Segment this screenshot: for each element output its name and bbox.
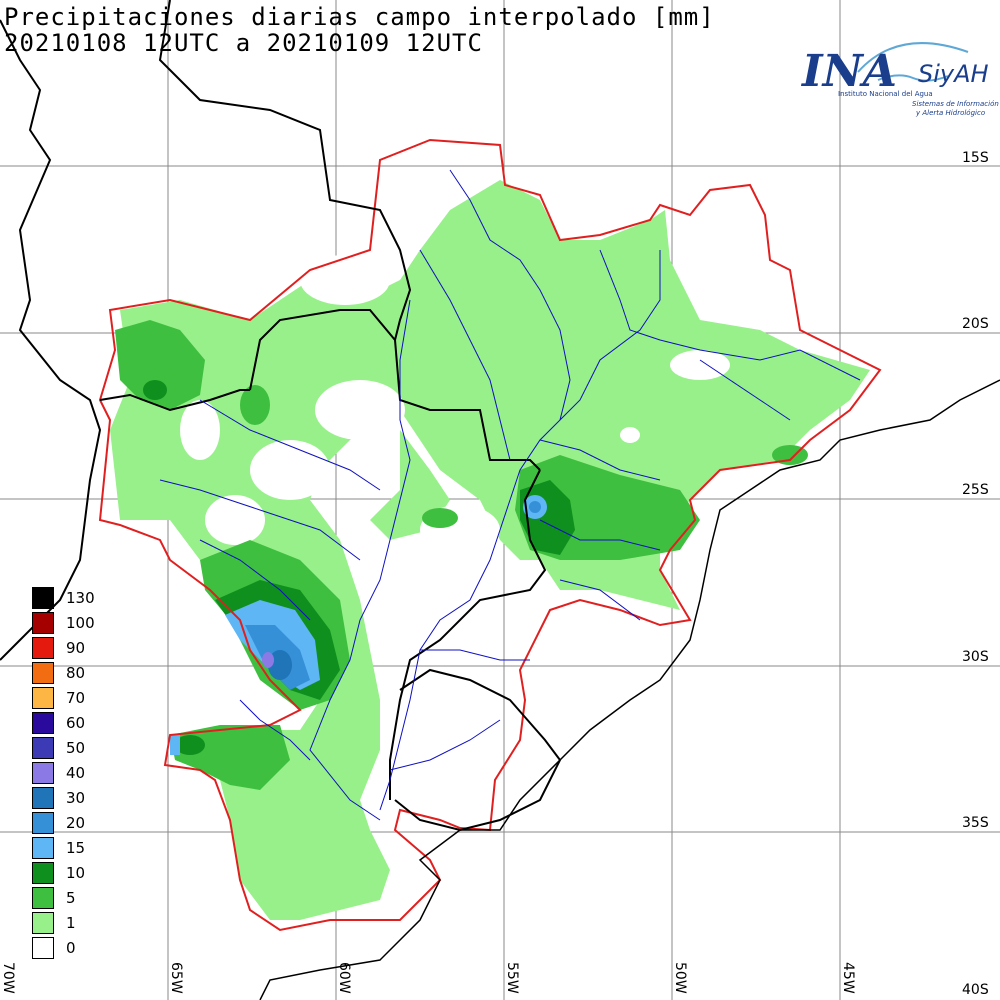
lat-label-35s: 35S	[962, 815, 989, 831]
legend-swatch	[32, 837, 54, 859]
lon-label-60w: 60W	[336, 962, 352, 994]
lon-label-70w: 70W	[0, 962, 16, 994]
precip-1mm-field	[110, 180, 870, 920]
logo-subtitle: Instituto Nacional del Agua	[838, 90, 933, 98]
legend-label: 80	[66, 664, 86, 682]
legend-item: 1	[32, 912, 152, 935]
legend-item: 60	[32, 712, 152, 735]
legend-item: 5	[32, 887, 152, 910]
legend-swatch	[32, 712, 54, 734]
lat-label-30s: 30S	[962, 649, 989, 665]
map-period: 20210108 12UTC a 20210109 12UTC	[4, 29, 483, 57]
legend-swatch	[32, 812, 54, 834]
legend-label: 130	[66, 589, 95, 607]
legend-swatch	[32, 737, 54, 759]
legend-label: 15	[66, 839, 86, 857]
logo-subtitle-2: Sistemas de Información	[912, 100, 999, 108]
legend-label: 60	[66, 714, 86, 732]
basin-outline	[98, 138, 882, 932]
ina-siyah-logo: INA SiyAH Instituto Nacional del Agua Si…	[798, 32, 999, 128]
legend-item: 20	[32, 812, 152, 835]
country-borders	[0, 0, 562, 832]
legend-item: 100	[32, 612, 152, 635]
legend-label: 70	[66, 689, 86, 707]
legend-item: 130	[32, 587, 152, 610]
lon-label-55w: 55W	[504, 962, 520, 994]
legend-label: 20	[66, 814, 86, 832]
lon-label-45w: 45W	[840, 962, 856, 994]
legend-swatch	[32, 862, 54, 884]
lat-label-40s: 40S	[962, 982, 989, 998]
coastline	[259, 379, 1000, 1000]
legend-swatch	[32, 787, 54, 809]
legend-item: 70	[32, 687, 152, 710]
legend-item: 50	[32, 737, 152, 760]
lat-label-25s: 25S	[962, 482, 989, 498]
legend-label: 50	[66, 739, 86, 757]
lat-label-20s: 20S	[962, 316, 989, 332]
legend-swatch	[32, 662, 54, 684]
legend-swatch	[32, 912, 54, 934]
legend-swatch	[32, 887, 54, 909]
map-title: Precipitaciones diarias campo interpolad…	[4, 3, 715, 31]
legend-label: 30	[66, 789, 86, 807]
lon-label-50w: 50W	[672, 962, 688, 994]
legend-label: 1	[66, 914, 76, 932]
lon-label-65w: 65W	[168, 962, 184, 994]
legend-label: 5	[66, 889, 76, 907]
rivers	[159, 169, 861, 821]
legend-swatch	[32, 637, 54, 659]
logo-siyah-text: SiyAH	[918, 60, 989, 88]
legend-label: 10	[66, 864, 86, 882]
lat-label-15s: 15S	[962, 150, 989, 166]
legend-label: 90	[66, 639, 86, 657]
legend-swatch	[32, 612, 54, 634]
legend-item: 80	[32, 662, 152, 685]
legend-swatch	[32, 687, 54, 709]
legend-item: 40	[32, 762, 152, 785]
logo-subtitle-3: y Alerta Hidrológico	[916, 109, 986, 117]
logo-ina-text: INA	[802, 46, 897, 97]
legend-item: 30	[32, 787, 152, 810]
legend-item: 15	[32, 837, 152, 860]
legend-label: 0	[66, 939, 76, 957]
legend-item: 10	[32, 862, 152, 885]
legend-item: 90	[32, 637, 152, 660]
legend-label: 100	[66, 614, 95, 632]
legend-item: 0	[32, 937, 152, 960]
precip-30-40mm-areas	[262, 650, 292, 680]
logo-swoosh-icon	[857, 42, 969, 82]
legend-swatch	[32, 587, 54, 609]
legend-swatch	[32, 937, 54, 959]
legend-swatch	[32, 762, 54, 784]
legend-label: 40	[66, 764, 86, 782]
